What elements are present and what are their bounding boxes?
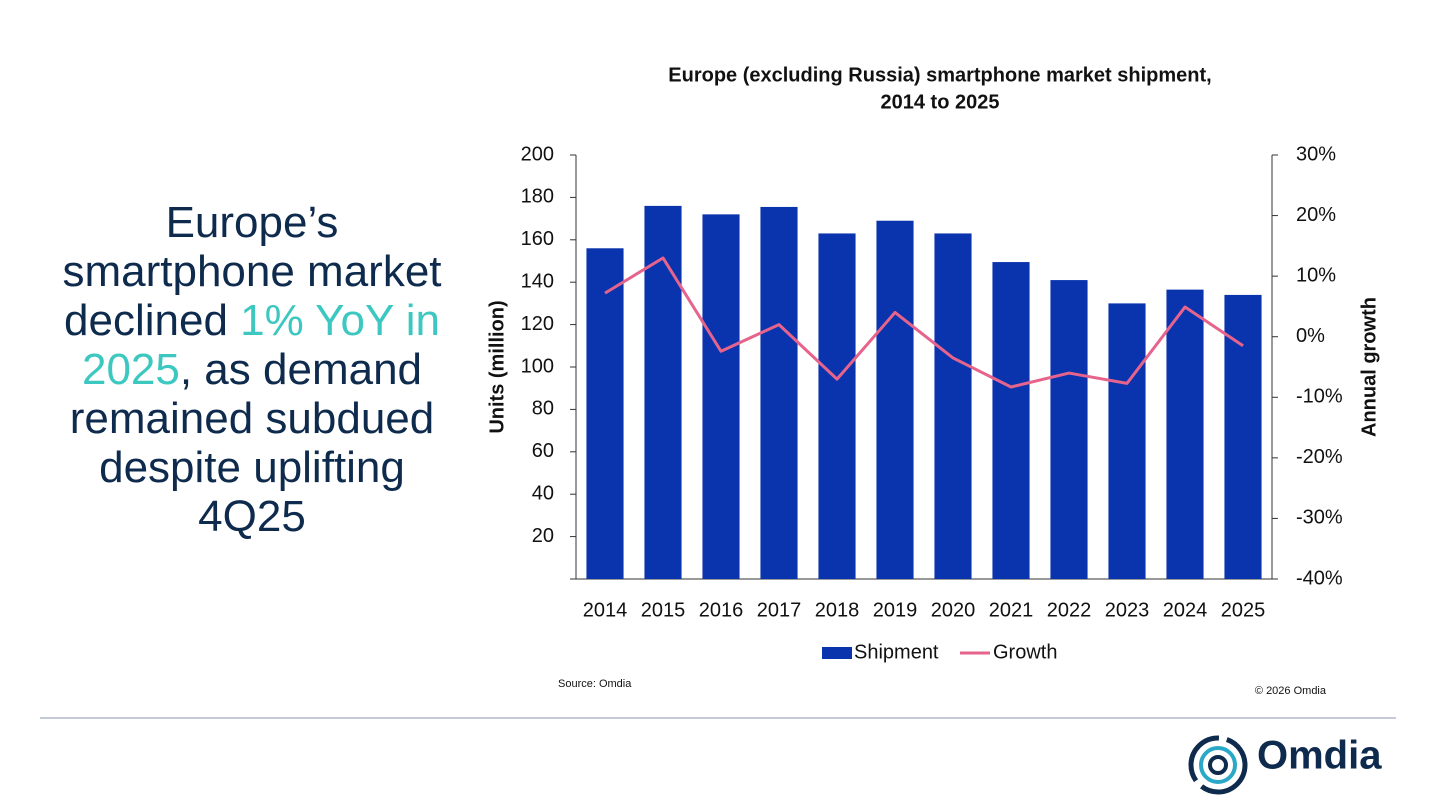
y2-axis-label: Annual growth (1358, 297, 1380, 437)
x-tick-label: 2020 (931, 599, 976, 621)
line (604, 256, 1244, 389)
y-tick-label: 60 (532, 440, 554, 462)
x-tick-label: 2017 (757, 599, 802, 621)
source: Source: Omdia (558, 678, 632, 690)
x-tick-label: 2014 (583, 599, 628, 621)
bar (760, 206, 798, 579)
x-tick-label: 2015 (641, 599, 686, 621)
y2-tick-label: 30% (1296, 143, 1336, 165)
y2-tick-label: -40% (1296, 567, 1343, 589)
headline-text: Europe’s smartphone market declined (62, 198, 442, 345)
copyright: © 2026 Omdia (1255, 685, 1327, 697)
y-axis-label: Units (million) (486, 300, 508, 433)
y2-tick-label: 0% (1296, 325, 1325, 347)
y-tick-label: 160 (521, 228, 554, 250)
legend-label: Shipment (854, 641, 939, 663)
headline-text: , as demand remained subdued despite upl… (69, 345, 435, 541)
x-tick-label: 2018 (815, 599, 860, 621)
y-tick-label: 180 (521, 186, 554, 208)
y-tick-label: 120 (521, 313, 554, 335)
x-tick-label: 2024 (1163, 599, 1208, 621)
x-tick-label: 2025 (1221, 599, 1266, 621)
logo: Omdia (1257, 734, 1382, 778)
chart-title: Europe (excluding Russia) smartphone mar… (668, 64, 1211, 86)
x-tick-label: 2019 (873, 599, 918, 621)
y-tick-label: 20 (532, 525, 554, 547)
bar (1166, 289, 1204, 579)
y2-tick-label: -20% (1296, 446, 1343, 468)
legend-swatch (822, 647, 852, 659)
bar (876, 220, 914, 579)
y2-tick-label: 10% (1296, 264, 1336, 286)
y2-tick-label: -30% (1296, 507, 1343, 529)
x-tick-label: 2016 (699, 599, 744, 621)
x-tick-label: 2021 (989, 599, 1034, 621)
bar (586, 248, 624, 579)
y2-tick-label: -10% (1296, 386, 1343, 408)
bar (992, 262, 1030, 579)
legend-label: Growth (993, 641, 1057, 663)
chart-title: 2014 to 2025 (881, 91, 1000, 113)
bar (818, 233, 856, 579)
headline: Europe’s smartphone market declined 1% Y… (52, 198, 452, 541)
x-tick-label: 2022 (1047, 599, 1092, 621)
bar (1108, 303, 1146, 579)
headline-highlight: 1% YoY in 2025 (81, 296, 440, 394)
y2-tick-label: 20% (1296, 204, 1336, 226)
x-tick-label: 2023 (1105, 599, 1150, 621)
bar (934, 233, 972, 579)
bar (702, 214, 740, 580)
y-tick-label: 100 (521, 355, 554, 377)
bar (1050, 280, 1088, 579)
y-tick-label: 80 (532, 398, 554, 420)
y-tick-label: 40 (532, 482, 554, 504)
logo-icon (1188, 735, 1248, 795)
bar (1224, 294, 1262, 579)
y-tick-label: 140 (521, 270, 554, 292)
bar (644, 205, 682, 579)
y-tick-label: 200 (521, 143, 554, 165)
